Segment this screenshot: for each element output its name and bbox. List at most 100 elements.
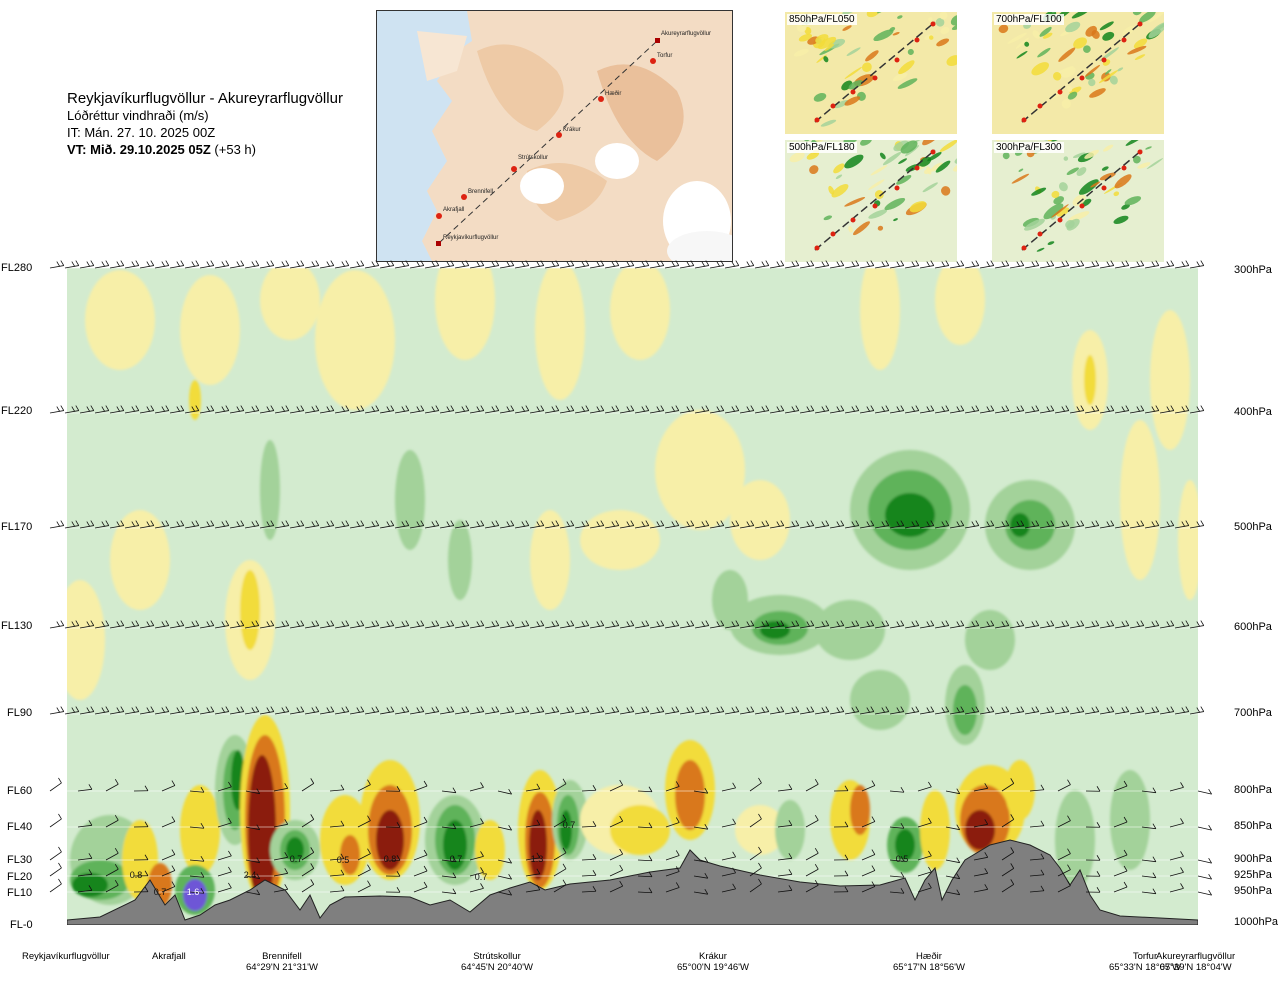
wind-barb: [861, 881, 876, 893]
mini-map-field: [820, 119, 837, 127]
wind-barb: [754, 405, 770, 414]
wind-barb: [169, 520, 185, 529]
station-torfur: Torfur 65°33'N 18°07'W: [1109, 951, 1181, 973]
wind-barb: [1054, 620, 1070, 629]
wind-barb: [1141, 856, 1157, 863]
wind-barb: [889, 405, 905, 414]
wind-barb: [289, 620, 305, 629]
wind-barb: [1029, 853, 1045, 861]
map-label-akrafjall: Akrafjall: [443, 207, 464, 213]
wind-barb: [833, 886, 849, 893]
wind-barb: [94, 405, 110, 414]
wind-barb: [424, 260, 440, 269]
wind-barb: [1169, 851, 1184, 861]
wind-barb: [454, 260, 470, 269]
wind-barb: [304, 260, 320, 269]
wind-barb: [679, 520, 695, 529]
wind-barb: [199, 260, 215, 269]
hpa-label-700: 700hPa: [1234, 707, 1272, 719]
mini-map-field: [1148, 12, 1164, 23]
hpa-label-950: 950hPa: [1234, 885, 1272, 897]
field-contour: [965, 810, 995, 850]
wind-barb: [349, 706, 365, 715]
wind-barb: [161, 849, 176, 861]
wind-barb: [1085, 822, 1101, 828]
wind-barb: [805, 848, 819, 861]
field-contour: [1178, 480, 1198, 600]
wind-barb: [133, 886, 149, 893]
wind-barb: [619, 405, 635, 414]
wind-barb: [784, 405, 800, 414]
mini-map-field: [1071, 12, 1090, 19]
wind-barb: [945, 824, 961, 831]
wind-barb: [184, 620, 200, 629]
wind-barb: [604, 260, 620, 269]
wind-barb: [799, 620, 815, 629]
mini-map-field: [1137, 162, 1151, 169]
station-coord: 65°33'N 18°07'W: [1109, 962, 1181, 973]
hpa-label-1000: 1000hPa: [1234, 916, 1279, 928]
wind-barb: [544, 520, 560, 529]
value-annotation: 0.5: [896, 854, 909, 864]
wind-barb: [777, 784, 793, 792]
fl-label-130: FL130: [1, 620, 33, 632]
wind-barb: [945, 889, 961, 896]
wind-barb: [1169, 818, 1184, 828]
wind-barb: [424, 620, 440, 629]
wind-barb: [1084, 620, 1100, 629]
field-contour: [110, 510, 170, 610]
mini-map-300: 300hPa/FL300: [992, 140, 1164, 262]
wind-barb: [553, 879, 567, 893]
field-contour: [395, 450, 425, 550]
wind-barb: [739, 260, 755, 269]
wind-barb: [409, 405, 425, 414]
mini-map-field: [823, 215, 833, 221]
mini-map-field: [900, 140, 918, 154]
wind-barb: [364, 520, 380, 529]
station-haedir: Hæðir 65°17'N 18°56'W: [893, 951, 965, 973]
wind-barb: [934, 260, 950, 269]
wind-barb: [784, 260, 800, 269]
wind-barb: [1144, 405, 1160, 414]
map-label-strutskollur: Strútskollur: [518, 155, 548, 161]
wind-barb: [441, 787, 457, 794]
wind-barb: [64, 260, 80, 269]
mini-map-point: [1037, 231, 1043, 237]
wind-barb: [1029, 885, 1045, 893]
mini-map-field: [1117, 67, 1124, 72]
wind-barb: [349, 405, 365, 414]
wind-barb: [964, 405, 980, 414]
wind-barb: [874, 520, 890, 529]
mini-map-field: [1114, 174, 1132, 189]
mini-map-field: [1056, 207, 1070, 217]
value-annotation: 0.7: [475, 872, 488, 882]
wind-barb: [64, 706, 80, 715]
wind-barb: [274, 260, 290, 269]
fl-label-10: FL10: [7, 887, 33, 899]
wind-barb: [1099, 405, 1115, 414]
field-contour: [435, 268, 495, 360]
wind-barb: [1054, 260, 1070, 269]
wind-barb: [694, 405, 710, 414]
wind-barb: [637, 871, 653, 878]
wind-barb: [1009, 405, 1025, 414]
wind-barb: [229, 706, 245, 715]
wind-barb: [604, 706, 620, 715]
wind-barb: [1084, 260, 1100, 269]
wind-barb: [1174, 405, 1190, 414]
mini-map-field: [844, 154, 864, 169]
wind-barb: [833, 785, 849, 792]
wind-barb: [1009, 706, 1025, 715]
mini-map-field: [843, 140, 859, 145]
fl-label-90: FL90: [7, 707, 33, 719]
wind-barb: [304, 405, 320, 414]
station-name: Strútskollur: [473, 951, 521, 962]
wind-barb: [169, 706, 185, 715]
wind-barb: [77, 784, 93, 792]
mini-map-field: [844, 66, 862, 79]
wind-barb: [889, 856, 905, 862]
mini-map-field: [1032, 30, 1041, 39]
wind-barb: [273, 783, 289, 792]
wind-barb: [709, 260, 725, 269]
chart-title: Reykjavíkurflugvöllur - Akureyrarflugvöl…: [67, 90, 343, 107]
